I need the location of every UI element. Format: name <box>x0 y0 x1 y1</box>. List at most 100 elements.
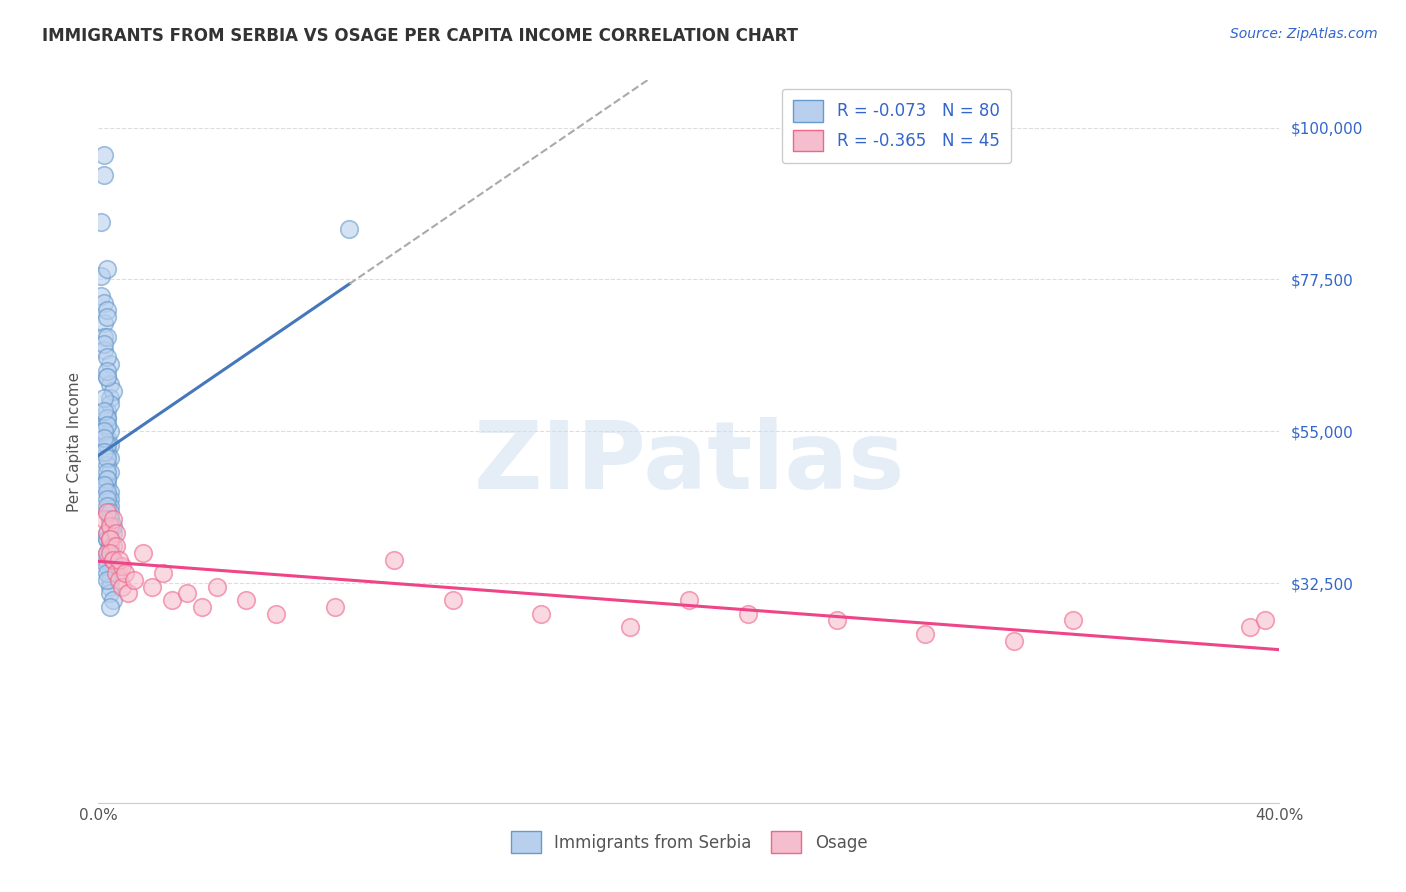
Point <box>98 546 121 560</box>
Point <box>103 552 125 566</box>
Point <box>93 317 115 331</box>
Point <box>96 417 118 432</box>
Point <box>105 566 128 581</box>
Point <box>103 519 125 533</box>
Point <box>90 289 112 303</box>
Point <box>98 533 121 547</box>
Point <box>108 559 131 574</box>
Point <box>96 505 118 519</box>
Point <box>93 296 115 310</box>
Point <box>108 552 131 566</box>
Text: IMMIGRANTS FROM SERBIA VS OSAGE PER CAPITA INCOME CORRELATION CHART: IMMIGRANTS FROM SERBIA VS OSAGE PER CAPI… <box>42 27 799 45</box>
Point <box>111 559 134 574</box>
Legend: Immigrants from Serbia, Osage: Immigrants from Serbia, Osage <box>503 825 875 860</box>
Point <box>98 499 121 513</box>
Point <box>122 573 145 587</box>
Point <box>382 552 405 566</box>
Point <box>96 505 118 519</box>
Point <box>339 222 361 236</box>
Point <box>98 573 121 587</box>
Point <box>162 593 183 607</box>
Point <box>96 404 118 418</box>
Point <box>96 472 118 486</box>
Point <box>93 425 115 439</box>
Point <box>96 485 118 500</box>
Point <box>96 417 118 432</box>
Point <box>96 458 118 472</box>
Point <box>98 491 121 506</box>
Point <box>96 472 118 486</box>
Point <box>96 525 118 540</box>
Point <box>103 552 125 566</box>
Point <box>93 147 115 161</box>
Point <box>93 512 115 526</box>
Point <box>96 431 118 445</box>
Point <box>103 559 125 574</box>
Point <box>98 533 121 547</box>
Point <box>98 566 121 581</box>
Point <box>103 525 125 540</box>
Point <box>98 519 121 533</box>
Point <box>98 397 121 411</box>
Point <box>132 546 155 560</box>
Point <box>96 438 118 452</box>
Point <box>90 269 112 284</box>
Point <box>1254 614 1277 628</box>
Point <box>111 580 134 594</box>
Point <box>93 330 115 344</box>
Point <box>96 546 118 560</box>
Point <box>98 377 121 392</box>
Point <box>619 620 641 634</box>
Point <box>96 302 118 317</box>
Point <box>96 559 118 574</box>
Point <box>117 586 139 600</box>
Point <box>105 525 128 540</box>
Point <box>96 546 118 560</box>
Point <box>103 512 125 526</box>
Point <box>96 573 118 587</box>
Point <box>98 512 121 526</box>
Point <box>96 350 118 364</box>
Point <box>176 586 198 600</box>
Point <box>96 262 118 277</box>
Point <box>96 411 118 425</box>
Point <box>141 580 163 594</box>
Point <box>98 539 121 553</box>
Point <box>96 310 118 324</box>
Point <box>205 580 228 594</box>
Point <box>98 519 121 533</box>
Point <box>96 451 118 466</box>
Point <box>1062 614 1084 628</box>
Point <box>103 593 125 607</box>
Point <box>96 370 118 384</box>
Point <box>96 552 118 566</box>
Point <box>96 533 118 547</box>
Point <box>93 444 115 458</box>
Point <box>96 330 118 344</box>
Point <box>96 491 118 506</box>
Point <box>98 539 121 553</box>
Point <box>323 599 346 614</box>
Point <box>93 168 115 182</box>
Point <box>96 370 118 384</box>
Point <box>98 599 121 614</box>
Point <box>105 539 128 553</box>
Point <box>1239 620 1261 634</box>
Point <box>98 451 121 466</box>
Point <box>96 525 118 540</box>
Point <box>103 539 125 553</box>
Point <box>98 425 121 439</box>
Point <box>96 444 118 458</box>
Point <box>441 593 464 607</box>
Point <box>96 499 118 513</box>
Point <box>98 512 121 526</box>
Point <box>737 607 759 621</box>
Point <box>93 478 115 492</box>
Point <box>825 614 848 628</box>
Point <box>264 607 287 621</box>
Point <box>93 391 115 405</box>
Point <box>93 404 115 418</box>
Point <box>93 431 115 445</box>
Point <box>96 364 118 378</box>
Point <box>530 607 553 621</box>
